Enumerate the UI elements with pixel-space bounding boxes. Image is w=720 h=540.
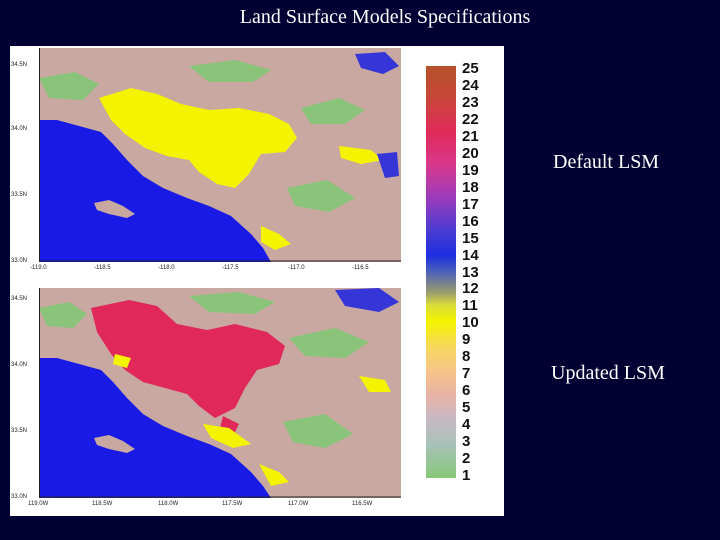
bottom-lon-tick: 118.5W [92,501,113,507]
yellow-patch-2 [203,424,251,448]
top-lat-tick: 34.0N [11,126,28,132]
bottom-lon-tick: 118.0W [158,501,179,507]
default-lsm-map [39,48,401,262]
top-lat-tick: 33.5N [11,192,28,198]
colorbar-label: 14 [462,246,479,264]
top-lon-tick: -117.0 [288,265,305,271]
top-lon-tick: -118.5 [94,265,111,271]
yellow-patch-3 [359,376,391,392]
blue-patch-e [377,152,399,178]
colorbar-label: 25 [462,60,479,77]
colorbar-label: 8 [462,348,471,366]
yellow-patch-4 [259,464,289,486]
bottom-lat-tick: 33.0N [11,494,28,500]
urban-region [91,300,285,418]
colorbar [426,66,456,478]
bottom-lon-tick: 117.5W [222,501,243,507]
colorbar-label: 1 [462,467,471,485]
top-lat-tick: 33.0N [11,258,28,264]
ocean-area [39,120,271,262]
blue-patch-ne [355,52,399,74]
colorbar-label: 24 [462,76,479,94]
colorbar-label: 3 [462,433,471,451]
colorbar-labels: 25 24 23 22 21 20 19 18 17 16 15 14 13 12 11 10 9 8 7 6 5 4 3 2… [462,60,498,484]
updated-lsm-label: Updated LSM [551,362,665,384]
island [94,435,135,453]
colorbar-label: 2 [462,450,471,468]
top-lat-tick: 34.5N [11,62,28,68]
grass-patch-2 [189,60,271,82]
colorbar-label: 22 [462,110,479,128]
colorbar-label: 10 [462,314,479,332]
grass-patch-4 [287,180,355,212]
urban-patch-east [339,146,383,164]
top-lon-tick: -118.0 [158,265,175,271]
top-lon-tick: -119.0 [30,265,47,271]
ocean-area [39,358,271,498]
colorbar-label: 12 [462,280,479,298]
bottom-lon-tick: 117.0W [288,501,309,507]
urban-region [99,88,297,188]
colorbar-label: 13 [462,263,479,281]
grass-patch-3 [301,98,365,124]
bottom-lon-tick: 116.5W [352,501,373,507]
colorbar-label: 6 [462,382,471,400]
bottom-lat-tick: 34.5N [11,296,28,302]
island [94,200,135,218]
urban-patch-south [261,226,291,250]
colorbar-label: 20 [462,144,479,162]
grass-patch-1 [39,302,87,328]
blue-patch-ne [335,288,399,312]
bottom-lon-tick: 119.0W [28,501,49,507]
grass-patch-2 [189,292,275,314]
updated-lsm-map [39,288,401,498]
colorbar-label: 15 [462,229,479,247]
colorbar-label: 18 [462,178,479,196]
default-lsm-label: Default LSM [553,151,660,173]
grass-patch-3 [289,328,369,358]
yellow-patch-1 [113,354,131,368]
colorbar-label: 4 [462,416,471,434]
bottom-lat-tick: 33.5N [11,428,28,434]
colorbar-label: 7 [462,365,471,383]
slide-title: Land Surface Models Specifications [239,6,531,28]
colorbar-label: 16 [462,212,479,230]
colorbar-label: 19 [462,161,479,179]
colorbar-label: 23 [462,93,479,111]
colorbar-label: 9 [462,331,471,349]
grass-patch-4 [283,414,353,448]
grass-patch-1 [39,72,99,100]
top-lon-tick: -117.5 [222,265,239,271]
colorbar-label: 11 [462,297,478,315]
bottom-lat-tick: 34.0N [11,362,28,368]
colorbar-label: 21 [462,127,479,145]
colorbar-label: 17 [462,195,479,213]
figure-panel: 34.5N 34.0N 33.5N 33.0N -119.0 -118.5 -1… [10,46,504,516]
colorbar-label: 5 [462,399,471,417]
top-lon-tick: -116.5 [352,265,369,271]
